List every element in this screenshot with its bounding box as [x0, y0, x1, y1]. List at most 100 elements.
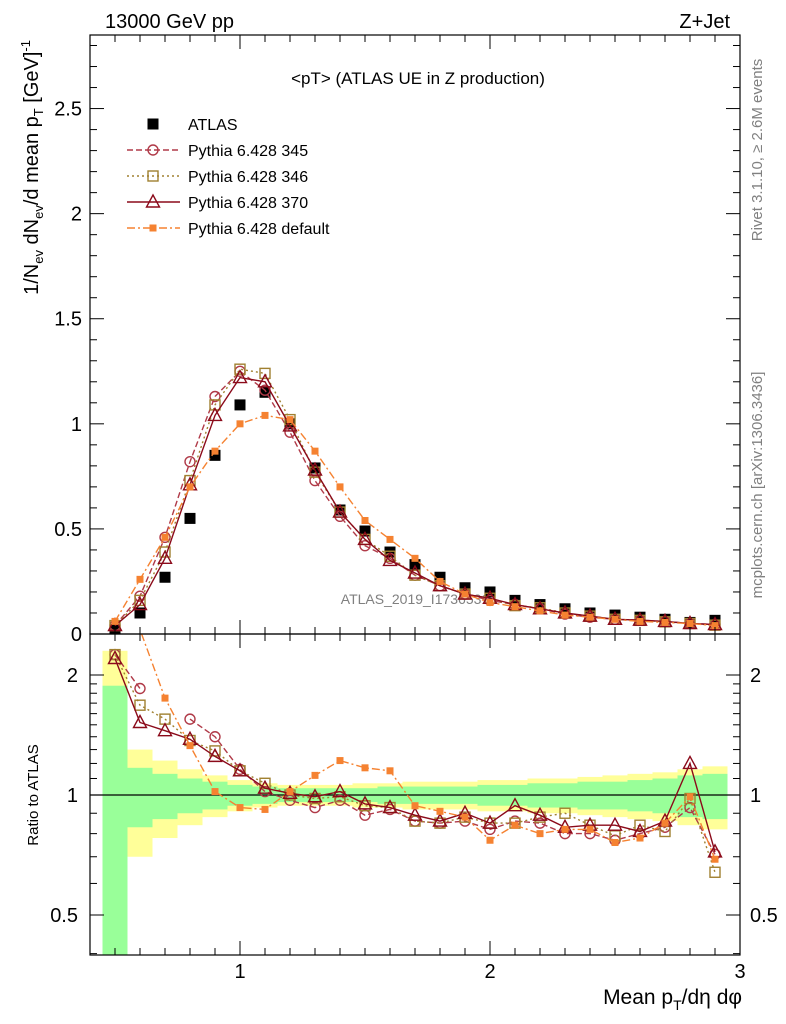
ratio-point-pdef: [636, 834, 644, 842]
main-title: <pT> (ATLAS UE in Z production): [291, 69, 545, 88]
main-point-atlas: [334, 504, 346, 516]
main-point-pdef: [111, 617, 119, 625]
main-point-pdef: [486, 598, 494, 606]
main-line-p370: [114, 376, 716, 627]
main-point-pdef: [461, 590, 469, 598]
main-point-atlas: [584, 607, 596, 619]
main-point-pdef: [336, 483, 344, 491]
ratio-axes: 0.5 0.5 1 1 2 2 1 2 3: [50, 634, 778, 983]
main-point-atlas: [234, 399, 246, 411]
main-point-p346: [234, 363, 246, 375]
process-label: Z+Jet: [679, 11, 730, 33]
ratio-point-pdef: [461, 813, 469, 821]
ratio-point-pdef: [511, 821, 519, 829]
ratio-point-p370: [407, 806, 423, 821]
ratio-point-p370: [332, 783, 348, 798]
ratio-point-pdef: [112, 590, 119, 597]
main-point-pdef: [311, 447, 319, 455]
ratio-point-p370: [207, 747, 223, 763]
ratio-point-p370: [157, 722, 173, 737]
ratio-point-p370: [507, 797, 523, 812]
main-point-p370: [357, 530, 373, 546]
ratio-line-p346: [114, 654, 716, 873]
ratio-point-p346: [459, 811, 471, 823]
ratio-point-pdef: [261, 805, 269, 813]
ratio-series-p345: [109, 648, 721, 860]
main-point-pdef: [386, 535, 394, 543]
ratio-point-p346: [634, 819, 646, 831]
legend: ATLAS Pythia 6.428 345 Pythia 6.428 346 Pyt…: [127, 117, 330, 238]
ratio-ylabel: Ratio to ATLAS: [25, 744, 42, 845]
ratio-point-pdef: [186, 742, 194, 750]
main-ytick-label: 0: [71, 624, 82, 646]
ratio-point-p370: [107, 650, 123, 665]
ratio-point-pdef: [486, 836, 494, 844]
ratio-point-pdef: [211, 788, 219, 796]
ratio-series-pdef: [112, 590, 719, 863]
ratio-point-pdef: [561, 825, 569, 833]
uncertainty-band-inner: [102, 685, 128, 955]
uncertainty-band-inner: [127, 767, 153, 828]
main-point-pdef: [186, 483, 194, 491]
ratio-point-p370: [532, 806, 548, 821]
main-point-pdef: [586, 613, 594, 621]
ratio-line-p345: [114, 654, 716, 855]
main-point-p370: [132, 596, 148, 611]
ratio-point-p345: [134, 682, 146, 695]
ratio-point-pdef: [361, 764, 369, 772]
ratio-point-p346: [134, 699, 146, 711]
uncertainty-band-inner: [627, 780, 653, 812]
main-point-pdef: [286, 416, 294, 424]
main-point-atlas: [534, 599, 546, 611]
ratio-point-pdef: [711, 855, 719, 863]
main-point-p370: [282, 417, 298, 432]
legend-marker-pdef: [149, 224, 157, 232]
main-point-pdef: [436, 577, 444, 585]
main-point-pdef: [361, 517, 369, 525]
ratio-xtick-label: 3: [734, 961, 745, 983]
ratio-point-p370: [257, 779, 273, 794]
main-point-p370: [407, 564, 423, 579]
main-point-atlas: [159, 571, 171, 583]
ratio-point-p370: [482, 814, 498, 829]
main-point-pdef: [411, 554, 419, 562]
ratio-point-p370: [357, 795, 373, 810]
ratio-point-pdef: [311, 771, 319, 779]
legend-label-p346: Pythia 6.428 346: [188, 169, 308, 186]
ratio-point-p370: [232, 762, 248, 777]
legend-label-pdef: Pythia 6.428 default: [188, 221, 330, 238]
ratio-point-p345: [534, 817, 546, 829]
main-ytick-label: 1: [71, 414, 82, 436]
uncertainty-band-inner: [177, 778, 203, 814]
uncertainty-band-inner: [652, 778, 678, 814]
ratio-point-p370: [607, 816, 623, 831]
legend-marker-p345: [147, 144, 159, 156]
ratio-xtick-label: 1: [234, 961, 245, 983]
ratio-point-pdef: [236, 804, 244, 812]
ratio-xlabel: Mean pT/dη dφ: [603, 986, 742, 1013]
legend-marker-atlas: [147, 118, 159, 130]
uncertainty-band-inner: [152, 773, 178, 820]
main-point-atlas: [609, 609, 621, 621]
main-ytick-label: 2: [71, 204, 82, 226]
main-point-pdef: [511, 603, 519, 611]
ratio-ytick-label-right: 1: [750, 785, 761, 807]
ratio-point-p346: [709, 866, 721, 878]
main-point-pdef: [636, 617, 644, 625]
main-axes: 0 0.5 1 1.5 2 2.5: [54, 35, 741, 646]
main-point-pdef: [136, 575, 144, 583]
main-line-p346: [114, 368, 716, 627]
main-ytick-label: 1.5: [54, 309, 82, 331]
main-point-atlas: [309, 462, 321, 474]
ratio-ytick-label: 0.5: [50, 905, 78, 927]
legend-label-p370: Pythia 6.428 370: [188, 195, 308, 212]
main-point-pdef: [611, 615, 619, 623]
main-point-pdef: [686, 619, 694, 627]
legend-label-atlas: ATLAS: [188, 117, 238, 134]
main-point-p370: [307, 461, 323, 476]
main-point-pdef: [236, 420, 244, 428]
ratio-point-pdef: [286, 788, 294, 796]
main-point-pdef: [261, 411, 269, 419]
main-point-pdef: [711, 622, 719, 630]
